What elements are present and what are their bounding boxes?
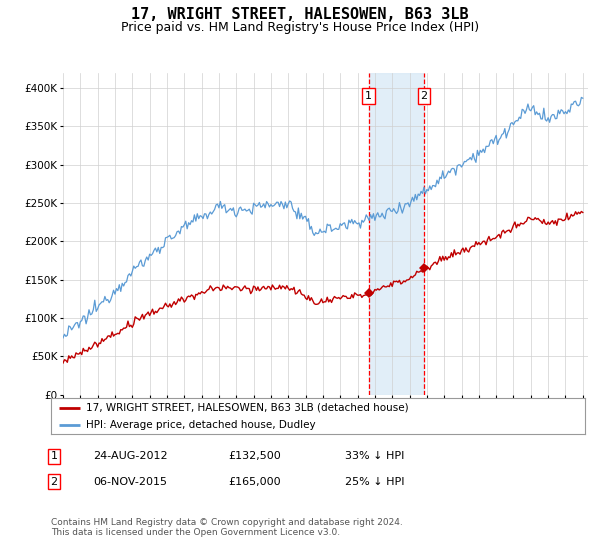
Text: HPI: Average price, detached house, Dudley: HPI: Average price, detached house, Dudl… [86, 420, 316, 430]
Text: 17, WRIGHT STREET, HALESOWEN, B63 3LB: 17, WRIGHT STREET, HALESOWEN, B63 3LB [131, 7, 469, 22]
Text: 1: 1 [50, 451, 58, 461]
Text: 24-AUG-2012: 24-AUG-2012 [93, 451, 167, 461]
Text: Price paid vs. HM Land Registry's House Price Index (HPI): Price paid vs. HM Land Registry's House … [121, 21, 479, 34]
Text: 17, WRIGHT STREET, HALESOWEN, B63 3LB (detached house): 17, WRIGHT STREET, HALESOWEN, B63 3LB (d… [86, 403, 409, 413]
Text: Contains HM Land Registry data © Crown copyright and database right 2024.
This d: Contains HM Land Registry data © Crown c… [51, 518, 403, 538]
Text: 1: 1 [365, 91, 372, 101]
Text: 33% ↓ HPI: 33% ↓ HPI [345, 451, 404, 461]
Text: 25% ↓ HPI: 25% ↓ HPI [345, 477, 404, 487]
Text: £132,500: £132,500 [228, 451, 281, 461]
Text: 2: 2 [50, 477, 58, 487]
Text: 06-NOV-2015: 06-NOV-2015 [93, 477, 167, 487]
Bar [368, 73, 424, 395]
Text: 2: 2 [421, 91, 428, 101]
Text: £165,000: £165,000 [228, 477, 281, 487]
